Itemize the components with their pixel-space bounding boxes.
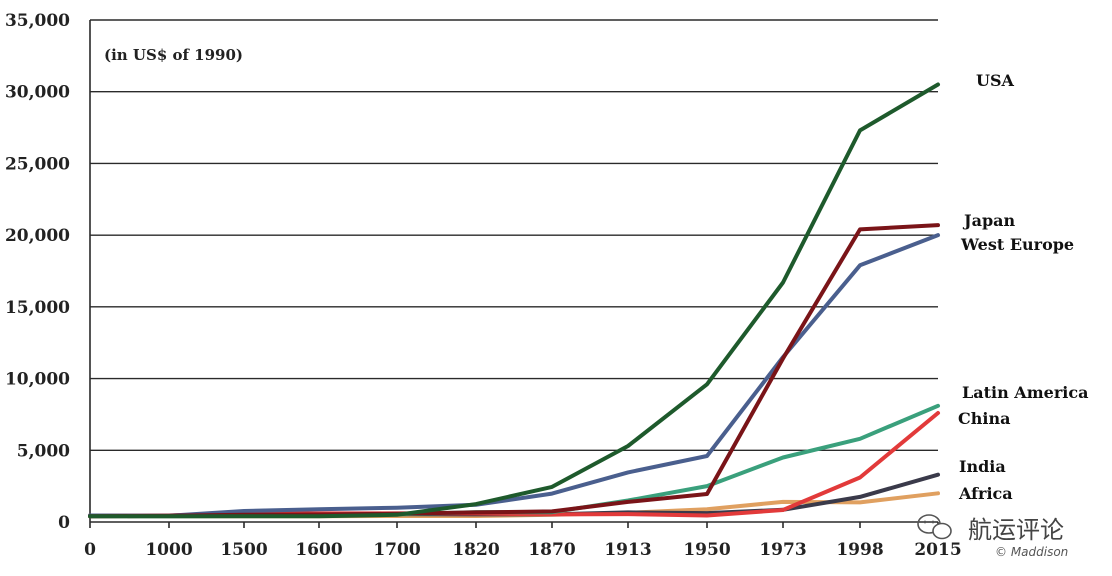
x-tick-label: 1500 <box>220 540 267 560</box>
series-line-west-europe <box>88 233 940 518</box>
y-tick-label: 5,000 <box>17 441 70 461</box>
watermark: 航运评论 © Maddison <box>917 514 1068 559</box>
x-tick-label: 1000 <box>145 540 192 560</box>
series-label-japan: Japan <box>962 211 1015 230</box>
x-tick-label: 0 <box>84 540 96 560</box>
x-tick-label: 1913 <box>604 540 651 560</box>
series-label-latin-america: Latin America <box>962 383 1088 402</box>
watermark-sub: © Maddison <box>995 545 1068 559</box>
series-label-africa: Africa <box>958 484 1013 503</box>
x-tick-label: 1700 <box>373 540 420 560</box>
gridlines <box>90 19 938 451</box>
wechat-icon <box>917 514 952 540</box>
y-tick-label: 20,000 <box>5 226 70 246</box>
series-line-usa <box>88 82 940 519</box>
x-tick-label: 1973 <box>759 540 806 560</box>
x-tick-label: 2015 <box>914 540 961 560</box>
y-tick-label: 25,000 <box>5 154 70 174</box>
series-lines <box>88 82 940 519</box>
series-label-usa: USA <box>976 71 1015 90</box>
series-label-india: India <box>959 457 1006 476</box>
series-label-west-europe: West Europe <box>960 235 1074 254</box>
x-tick-labels: 0 1000 1500 1600 1700 1820 1870 1913 1950 1973 199… <box>84 522 962 560</box>
x-tick-label: 1820 <box>452 540 499 560</box>
y-tick-label: 35,000 <box>5 11 70 31</box>
y-tick-label: 0 <box>58 513 70 533</box>
series-labels: USA Japan West Europe Latin America China Ind… <box>958 71 1088 503</box>
x-tick-label: 1998 <box>836 540 883 560</box>
unit-note: (in US$ of 1990) <box>104 46 243 64</box>
x-tick-label: 1870 <box>528 540 575 560</box>
axes <box>89 20 938 523</box>
x-tick-label: 1950 <box>683 540 730 560</box>
y-tick-label: 30,000 <box>5 83 70 103</box>
y-tick-labels: 0 5,000 10,000 15,000 20,000 25,000 30,000 35,0… <box>5 11 70 533</box>
series-label-china: China <box>958 409 1010 428</box>
watermark-text: 航运评论 <box>968 516 1064 544</box>
series-line-japan <box>88 223 940 519</box>
y-tick-label: 15,000 <box>5 298 70 318</box>
x-tick-label: 1600 <box>295 540 342 560</box>
y-tick-label: 10,000 <box>5 370 70 390</box>
